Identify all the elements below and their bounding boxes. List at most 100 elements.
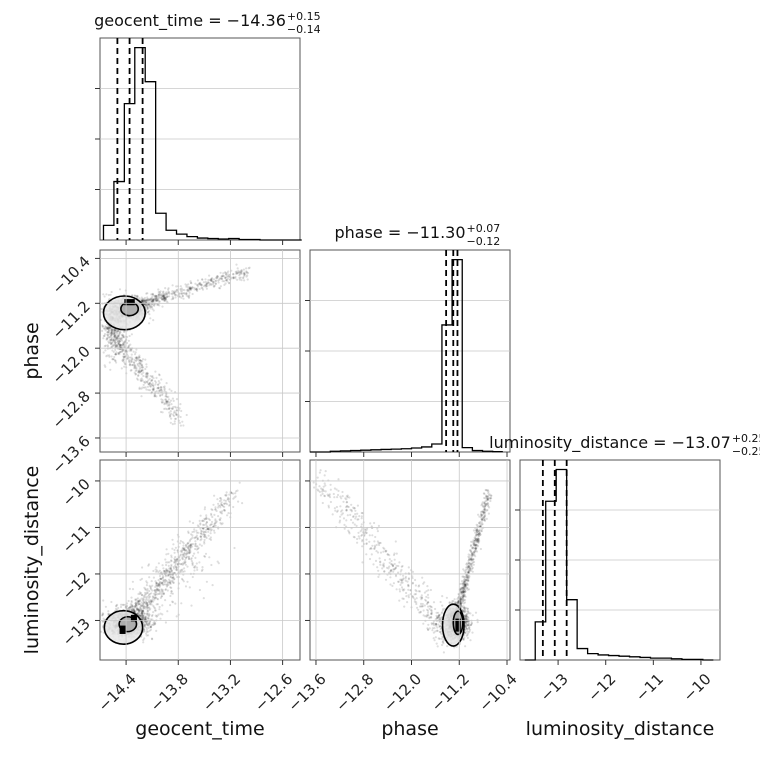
phase-vs-geocent-time-point-909	[105, 337, 108, 340]
luminosity-distance-vs-geocent-time-point-1838	[149, 588, 153, 591]
luminosity-distance-vs-geocent-time-point-2044	[151, 596, 154, 599]
phase-vs-geocent-time-point-1227	[111, 358, 115, 361]
phase-vs-geocent-time-point-964	[114, 336, 117, 339]
phase-vs-geocent-time-point-218	[146, 303, 149, 306]
phase-vs-geocent-time-point-2178	[160, 378, 163, 381]
phase-vs-geocent-time-point-1195	[105, 293, 108, 296]
luminosity-distance-vs-geocent-time-point-1985	[147, 614, 150, 617]
luminosity-distance-vs-geocent-time-point-1204	[174, 546, 177, 549]
phase-vs-geocent-time-point-976	[108, 327, 111, 330]
phase-vs-geocent-time-point-1093	[122, 330, 125, 333]
luminosity-distance-vs-phase-point-249	[469, 639, 472, 642]
phase-vs-geocent-time-point-1722	[165, 300, 168, 303]
phase-vs-geocent-time-point-2074	[156, 383, 159, 386]
phase-vs-geocent-time-point-1730	[170, 298, 173, 301]
luminosity-distance-vs-geocent-time-point-352	[100, 630, 103, 633]
luminosity-distance-vs-geocent-time-point-1833	[198, 519, 201, 523]
luminosity-distance-vs-geocent-time-point-1921	[186, 580, 189, 583]
phase-vs-geocent-time-point-1070	[110, 333, 113, 337]
phase-vs-geocent-time-point-167	[141, 299, 144, 302]
phase-vs-geocent-time-point-1338	[206, 281, 210, 284]
phase-vs-geocent-time-point-1155	[110, 332, 113, 335]
luminosity-distance-vs-geocent-time-point-1813	[157, 584, 160, 587]
phase-vs-geocent-time-point-923	[115, 361, 118, 364]
phase-vs-geocent-time-point-1033	[114, 334, 117, 337]
phase-vs-geocent-time-point-1541	[208, 274, 211, 277]
phase-vs-geocent-time-point-1045	[106, 344, 109, 347]
phase-vs-geocent-time-point-1118	[116, 338, 119, 341]
phase-vs-geocent-time-point-1456	[239, 276, 242, 279]
luminosity-distance-vs-geocent-time-point-1251	[193, 552, 196, 555]
phase-vs-geocent-time-point-1300	[227, 275, 230, 278]
phase-vs-geocent-time-point-538	[155, 303, 159, 306]
phase-vs-geocent-time-point-1151	[108, 329, 111, 332]
phase-vs-geocent-time-point-1176	[118, 332, 121, 336]
phase-vs-geocent-time-point-2122	[121, 343, 124, 346]
phase-vs-geocent-time-point-1288	[163, 296, 166, 299]
phase-vs-geocent-time-point-1989	[130, 353, 133, 356]
luminosity-distance-vs-geocent-time-point-1164	[144, 617, 147, 620]
luminosity-distance-vs-geocent-time-point-1936	[188, 557, 191, 561]
luminosity-distance-vs-geocent-time-point-1923	[187, 546, 190, 550]
luminosity-distance-vs-geocent-time-point-1577	[140, 593, 143, 597]
phase-vs-geocent-time-point-1083	[109, 329, 113, 332]
phase-vs-geocent-time-point-1616	[185, 294, 188, 297]
phase-vs-geocent-time-point-1275	[147, 298, 150, 301]
phase-vs-geocent-time-point-1263	[216, 275, 219, 278]
phase-vs-geocent-time-point-1272	[195, 288, 198, 291]
luminosity-distance-vs-geocent-time-point-2020	[159, 612, 162, 615]
phase-vs-geocent-time-point-1347	[179, 285, 182, 288]
luminosity-distance-vs-geocent-time-point-1946	[165, 585, 168, 588]
phase-vs-geocent-time-point-1029	[106, 331, 109, 334]
luminosity-distance-vs-geocent-time-point-1834	[214, 508, 217, 511]
luminosity-distance-vs-geocent-time-point-1593	[205, 514, 208, 517]
phase-vs-geocent-time-point-1701	[191, 292, 194, 296]
luminosity-distance-vs-geocent-time-point-1856	[189, 546, 192, 549]
phase-vs-geocent-time-point-1599	[161, 305, 164, 308]
phase-vs-geocent-time-point-1816	[173, 420, 176, 423]
phase-vs-geocent-time-point-1688	[150, 305, 153, 309]
luminosity-distance-vs-geocent-time-point-1938	[158, 608, 161, 611]
phase-vs-geocent-time-point-1743	[192, 286, 196, 289]
luminosity-distance-vs-geocent-time-point-1908	[171, 592, 174, 595]
phase-vs-geocent-time-point-1322	[144, 304, 147, 307]
luminosity-distance-vs-geocent-time-point-1542	[166, 589, 169, 592]
phase-vs-geocent-time-point-1320	[213, 284, 216, 287]
phase-vs-geocent-time-point-2059	[138, 365, 141, 368]
phase-vs-geocent-time-point-1041	[107, 325, 110, 328]
phase-vs-geocent-time-point-1169	[106, 331, 109, 334]
phase-vs-geocent-time-point-1861	[130, 333, 133, 336]
phase-vs-geocent-time-point-945	[120, 334, 123, 337]
phase-vs-geocent-time-point-2054	[133, 364, 136, 367]
phase-vs-geocent-time-point-1326	[187, 296, 191, 299]
luminosity-distance-vs-geocent-time-point-1732	[143, 586, 146, 589]
phase-vs-geocent-time-point-223	[152, 309, 155, 312]
luminosity-distance-vs-geocent-time-point-1788	[207, 534, 210, 537]
luminosity-distance-vs-geocent-time-point-1861	[129, 606, 132, 609]
phase-vs-geocent-time-point-1021	[122, 341, 125, 344]
phase-vs-geocent-time-point-2047	[173, 410, 176, 413]
luminosity-distance-vs-geocent-time-point-1666	[196, 524, 199, 527]
phase-vs-geocent-time-point-1916	[111, 349, 114, 352]
phase-vs-geocent-time-point-1915	[171, 397, 174, 400]
phase-vs-geocent-time-point-1430	[218, 287, 222, 290]
phase-vs-geocent-time-point-1054	[103, 364, 106, 367]
luminosity-distance-vs-geocent-time-point-1195	[145, 615, 148, 618]
luminosity-distance-vs-geocent-time-point-1618	[182, 544, 185, 547]
phase-vs-geocent-time-point-1605	[232, 273, 235, 276]
phase-vs-geocent-time-point-1057	[112, 332, 115, 335]
luminosity-distance-vs-geocent-time-point-847	[145, 634, 148, 637]
luminosity-distance-vs-geocent-time-point-1208	[170, 559, 173, 562]
phase-vs-geocent-time-point-1179	[105, 338, 108, 341]
luminosity-distance-vs-geocent-time-point-1933	[162, 592, 166, 595]
phase-vs-geocent-time-point-1995	[135, 348, 138, 351]
phase-vs-geocent-time-point-1250	[243, 279, 246, 282]
luminosity-distance-vs-geocent-time-point-1990	[192, 566, 196, 569]
phase-vs-geocent-time-point-838	[140, 296, 143, 299]
phase-vs-geocent-time-point-1324	[240, 269, 243, 272]
phase-vs-geocent-time-point-1980	[144, 380, 147, 383]
luminosity-distance-vs-geocent-time-point-594	[120, 603, 123, 606]
phase-vs-geocent-time-point-1344	[172, 297, 175, 300]
luminosity-distance-vs-geocent-time-point-1887	[141, 614, 144, 617]
phase-vs-geocent-time-point-1342	[195, 288, 198, 291]
